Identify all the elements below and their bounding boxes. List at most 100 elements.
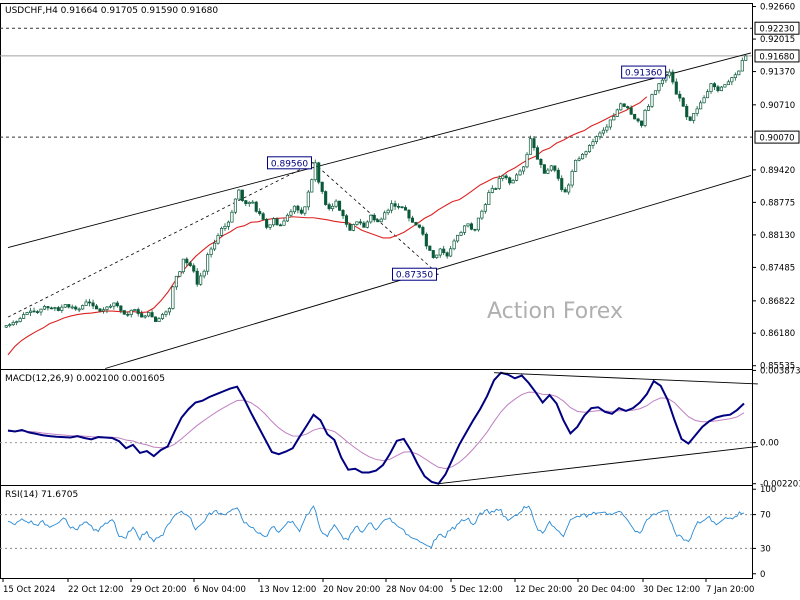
- candle: [140, 310, 144, 318]
- candle-body: [91, 302, 95, 307]
- candle: [105, 306, 109, 314]
- candle: [11, 320, 15, 327]
- macd-tick-label: 0.003873: [760, 366, 800, 376]
- candle: [504, 173, 508, 180]
- candle-body: [327, 204, 331, 210]
- candle: [18, 316, 22, 323]
- candle-body: [549, 165, 553, 171]
- candle: [233, 198, 237, 215]
- candle: [313, 159, 317, 182]
- candle-body: [494, 188, 498, 190]
- candle: [237, 188, 241, 200]
- candle: [219, 226, 224, 237]
- candle: [70, 304, 74, 310]
- candle-body: [11, 322, 15, 325]
- macd-trendline-0: [494, 372, 758, 385]
- candle-body: [317, 162, 321, 183]
- candle: [213, 239, 217, 251]
- level-label-0: 0.92230: [754, 21, 800, 35]
- swing-label-2: 0.91360: [621, 65, 668, 79]
- candle: [521, 165, 526, 175]
- candle-body: [709, 83, 713, 92]
- candle: [438, 247, 442, 258]
- candle-body: [171, 286, 175, 309]
- candle: [542, 164, 546, 174]
- candle: [337, 200, 342, 211]
- candle: [94, 304, 99, 310]
- candle-body: [199, 275, 203, 285]
- candle-body: [365, 221, 369, 228]
- channel-upper-line: [7, 52, 752, 248]
- candle: [466, 223, 470, 228]
- candle-body: [126, 313, 130, 316]
- candle-body: [174, 275, 178, 288]
- candle: [515, 173, 519, 182]
- candle-body: [247, 201, 251, 204]
- candle-body: [167, 308, 171, 313]
- candle: [480, 209, 484, 220]
- candle: [702, 95, 706, 104]
- candle-body: [63, 304, 67, 308]
- macd-panel-frame: [0, 369, 753, 486]
- candle: [268, 224, 272, 230]
- candle: [122, 310, 126, 315]
- retrace-line: [7, 162, 314, 318]
- candle: [160, 312, 165, 321]
- candle-body: [296, 205, 300, 211]
- candle-body: [178, 271, 182, 277]
- candle: [22, 312, 26, 320]
- candle-body: [344, 215, 349, 225]
- candle-body: [539, 158, 543, 165]
- candle: [296, 204, 300, 214]
- candle-body: [251, 201, 255, 204]
- candle-body: [209, 248, 213, 255]
- candle: [598, 131, 602, 140]
- swing-label-text: 0.87350: [396, 271, 433, 281]
- candle-body: [667, 71, 671, 77]
- candle-body: [712, 83, 717, 88]
- candle-body: [122, 310, 126, 315]
- candle: [671, 69, 675, 85]
- candle-body: [112, 302, 116, 307]
- x-tick-label: 20 Dec 04:00: [578, 585, 635, 595]
- candle: [712, 82, 717, 90]
- price-panel-frame: [0, 3, 753, 370]
- candle-body: [150, 312, 154, 318]
- candle: [53, 306, 57, 312]
- candle: [546, 167, 550, 174]
- watermark: Action Forex: [487, 299, 623, 324]
- level-label-box: [754, 130, 800, 144]
- candle-body: [341, 209, 345, 217]
- candle-body: [261, 213, 265, 220]
- candle-body: [362, 222, 366, 228]
- candle: [98, 307, 102, 313]
- candle: [601, 127, 605, 136]
- candle-body: [587, 145, 592, 153]
- candle: [42, 304, 47, 310]
- candle-body: [726, 81, 730, 86]
- candle-body: [60, 306, 64, 311]
- candle: [386, 208, 390, 216]
- candle: [421, 225, 425, 237]
- candle-body: [133, 309, 137, 311]
- candle: [452, 238, 456, 251]
- candle-body: [35, 311, 40, 313]
- candle: [258, 208, 262, 216]
- candle: [344, 214, 349, 228]
- price-tick-label: 0.92015: [760, 35, 795, 45]
- candle-body: [181, 258, 185, 273]
- candle-body: [355, 221, 359, 225]
- candle-body: [216, 235, 220, 244]
- candle-body: [501, 175, 505, 179]
- swing-label-1: 0.87350: [391, 267, 439, 281]
- x-tick-label: 6 Nov 04:00: [194, 585, 246, 595]
- candle-body: [563, 189, 567, 193]
- candle: [619, 102, 623, 111]
- candle: [622, 103, 626, 108]
- candle-body: [254, 201, 258, 212]
- candle: [181, 258, 185, 274]
- candle-body: [591, 141, 595, 146]
- candle-body: [129, 309, 133, 315]
- candle: [240, 189, 244, 202]
- candle: [15, 320, 19, 326]
